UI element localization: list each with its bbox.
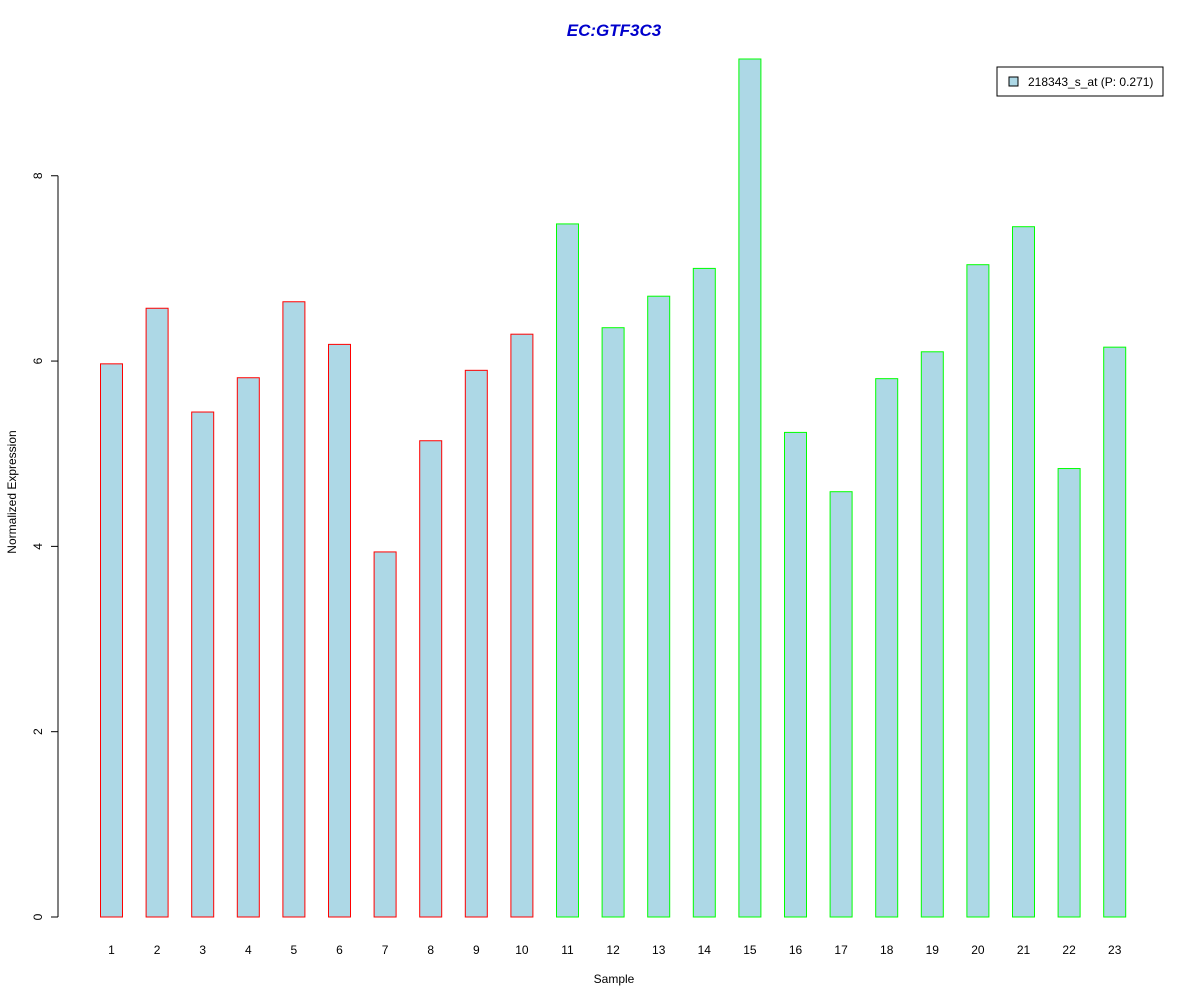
chart-title: EC:GTF3C3 [567, 21, 662, 40]
y-tick-label: 4 [31, 543, 45, 550]
y-tick-label: 8 [31, 172, 45, 179]
bar-sample-13 [647, 295, 671, 918]
bar-sample-9 [464, 369, 488, 918]
bars-group [100, 58, 1127, 918]
x-tick-label: 8 [427, 943, 434, 957]
bar-sample-19 [920, 351, 944, 918]
bar-sample-6 [328, 343, 351, 918]
x-tick-label: 14 [698, 943, 712, 957]
x-axis-title: Sample [594, 972, 635, 986]
x-tick-label: 17 [834, 943, 848, 957]
x-tick-labels: 1 2 3 4 5 6 7 8 9 10 11 12 13 14 15 16 17 18 19 20 21 22 23 [108, 943, 1122, 957]
x-tick-label: 4 [245, 943, 252, 957]
bar-sample-5 [282, 301, 306, 918]
bar-sample-22 [1057, 468, 1081, 918]
bar-sample-15 [738, 58, 762, 918]
x-tick-label: 6 [336, 943, 343, 957]
x-tick-label: 18 [880, 943, 894, 957]
x-tick-label: 20 [971, 943, 985, 957]
bar-sample-7 [373, 551, 397, 918]
y-tick-label: 6 [31, 357, 45, 364]
bar-sample-3 [191, 411, 215, 918]
bar-sample-10 [510, 333, 534, 918]
x-tick-label: 3 [199, 943, 206, 957]
legend-label: 218343_s_at (P: 0.271) [1028, 75, 1153, 89]
bar-sample-21 [1012, 226, 1035, 918]
bar-sample-23 [1103, 346, 1127, 918]
x-tick-label: 23 [1108, 943, 1122, 957]
bar-sample-8 [419, 440, 443, 918]
x-tick-label: 5 [291, 943, 298, 957]
x-tick-label: 15 [743, 943, 757, 957]
x-tick-label: 9 [473, 943, 480, 957]
x-tick-label: 22 [1062, 943, 1076, 957]
x-tick-label: 7 [382, 943, 389, 957]
y-axis-title: Normalized Expression [5, 430, 19, 553]
bar-sample-17 [829, 491, 853, 918]
x-tick-label: 11 [561, 943, 574, 957]
y-tick-label: 0 [31, 913, 45, 920]
legend: 218343_s_at (P: 0.271) [996, 66, 1164, 97]
y-tick-label: 2 [31, 728, 45, 735]
bar-sample-11 [556, 223, 579, 918]
x-tick-label: 21 [1017, 943, 1031, 957]
x-tick-label: 16 [789, 943, 803, 957]
x-tick-label: 10 [515, 943, 529, 957]
bar-sample-16 [784, 431, 807, 918]
bar-sample-12 [601, 327, 625, 918]
bar-sample-4 [236, 377, 260, 918]
y-axis: 0 2 4 6 8 [31, 172, 59, 920]
x-tick-label: 2 [154, 943, 161, 957]
bar-sample-2 [145, 307, 169, 918]
x-tick-label: 13 [652, 943, 666, 957]
bar-sample-20 [966, 264, 990, 918]
legend-swatch [1008, 76, 1019, 87]
bar-sample-14 [692, 267, 716, 918]
x-tick-label: 12 [606, 943, 620, 957]
x-tick-label: 1 [108, 943, 115, 957]
legend-box [996, 66, 1164, 97]
x-tick-label: 19 [926, 943, 940, 957]
bar-sample-1 [100, 363, 123, 918]
bar-sample-18 [875, 378, 899, 918]
